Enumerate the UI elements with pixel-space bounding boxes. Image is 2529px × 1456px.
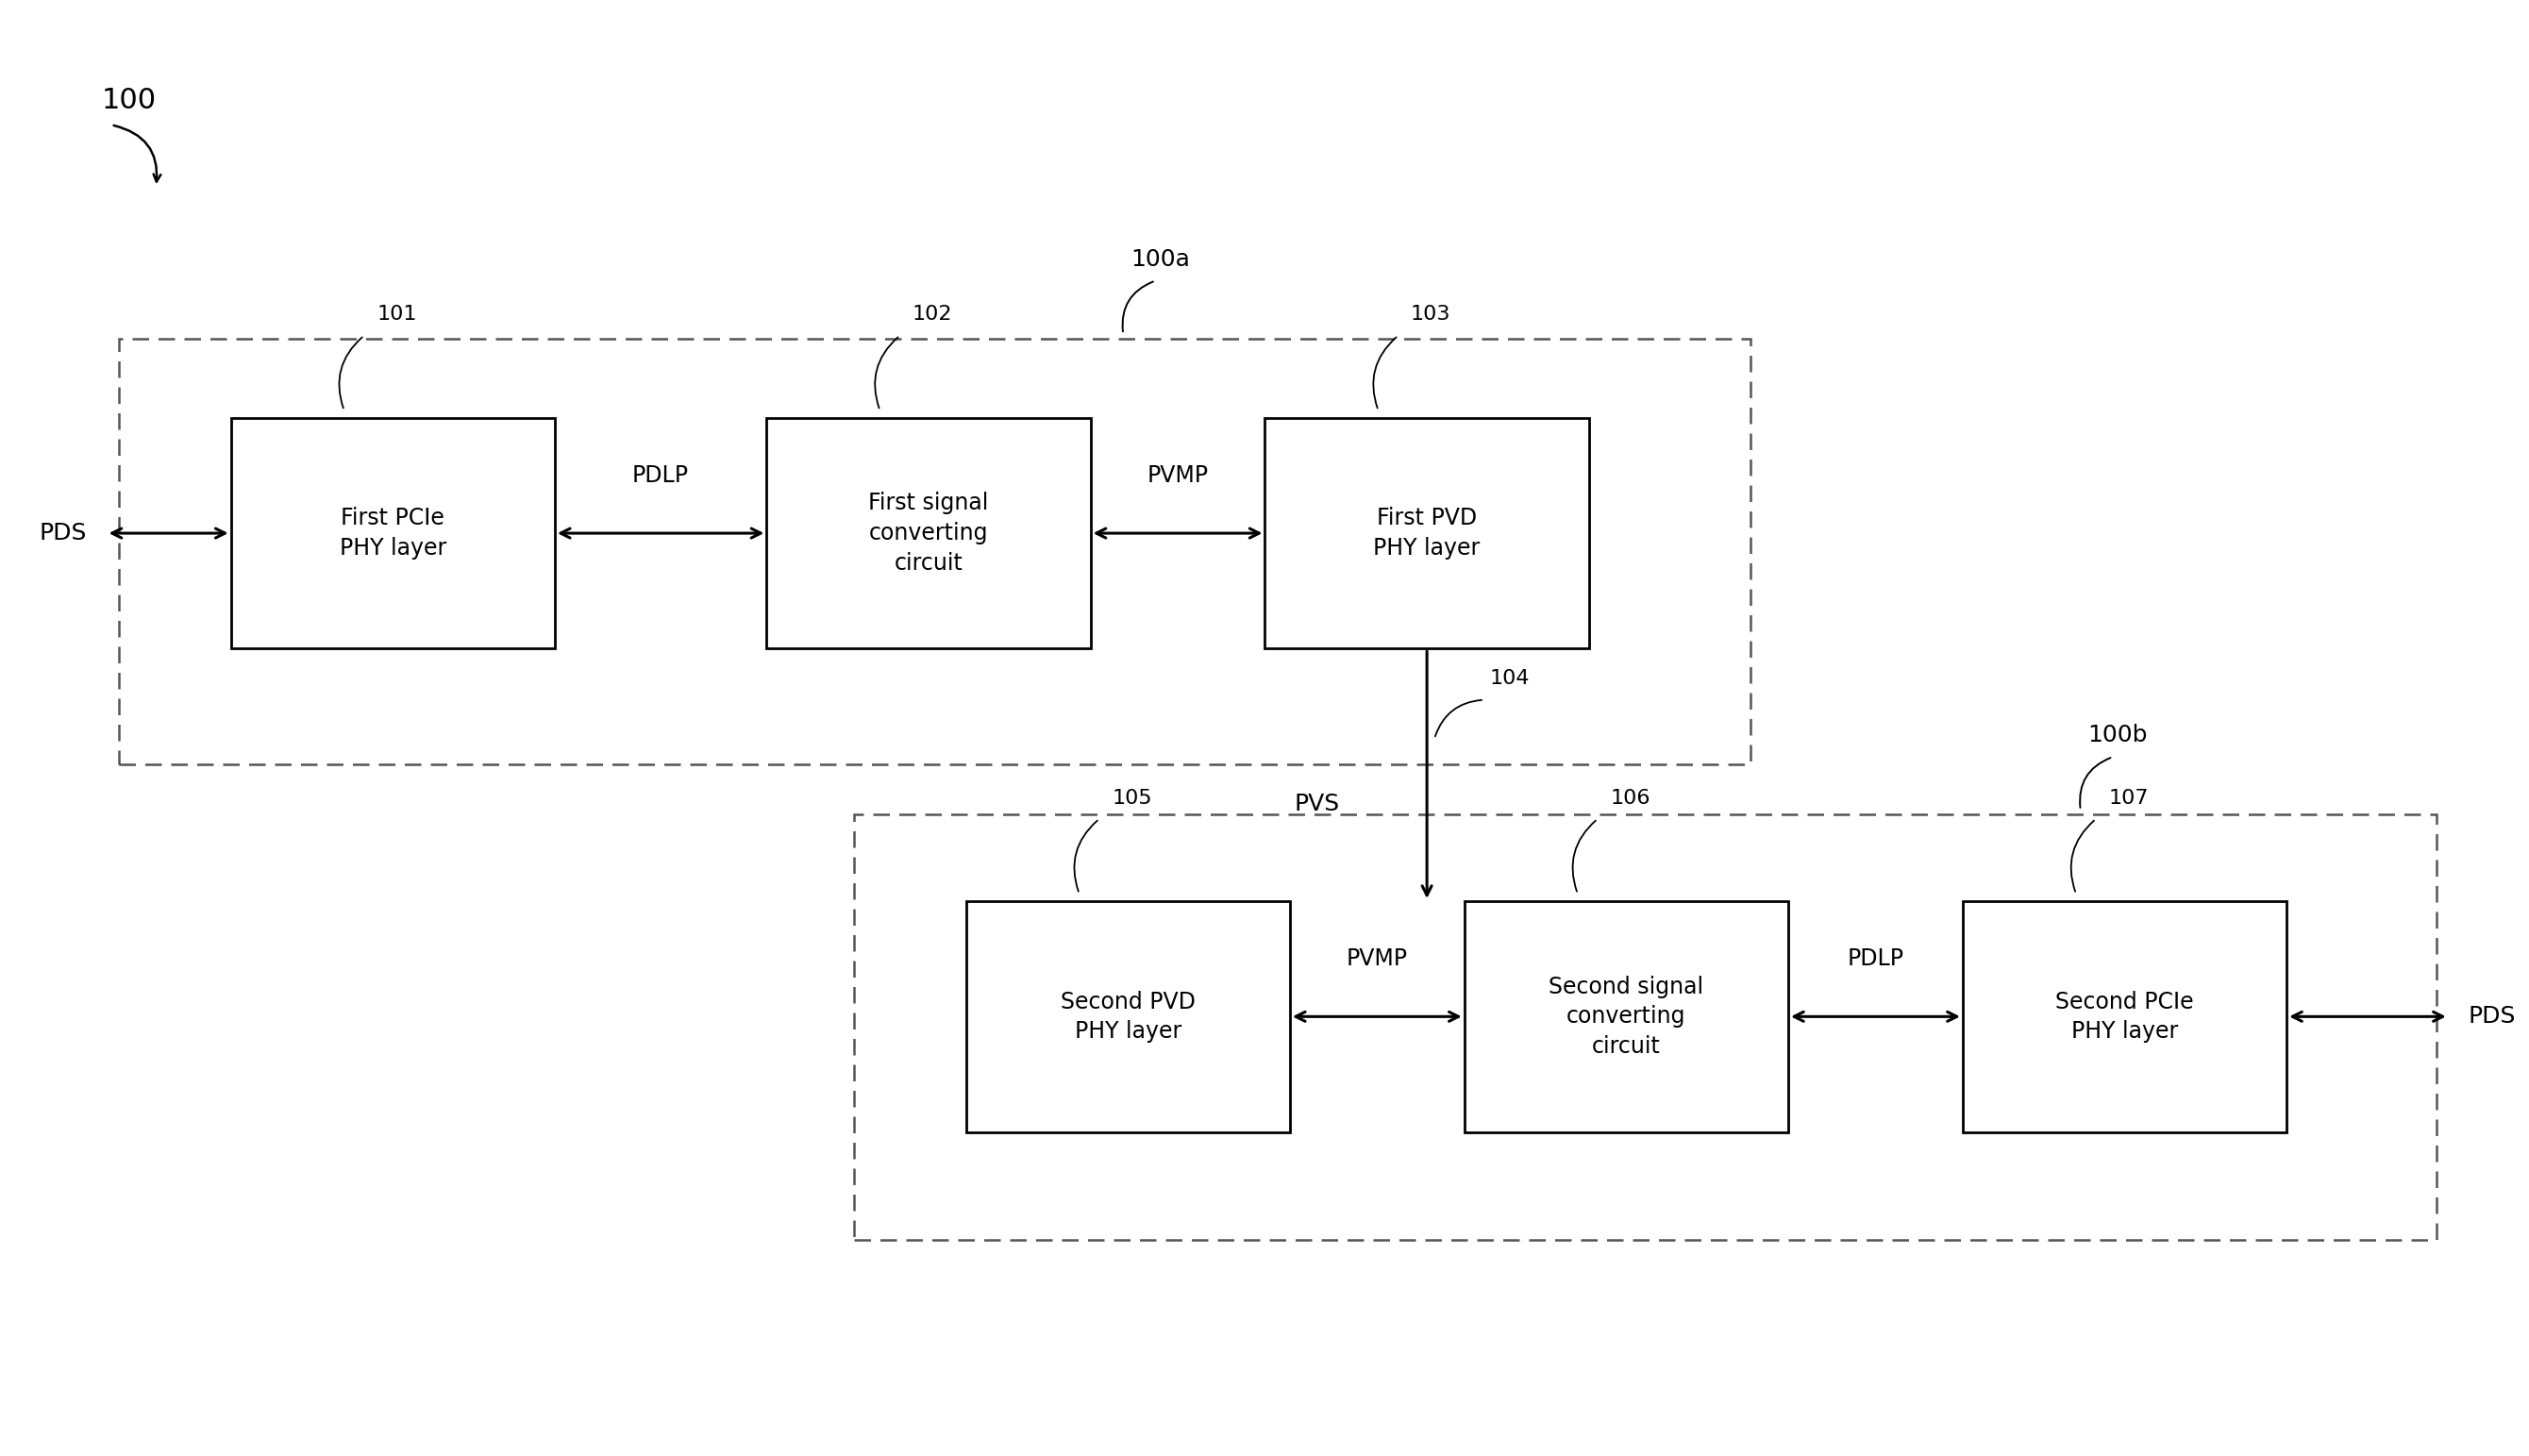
Text: 100a: 100a: [1130, 248, 1191, 271]
Bar: [966, 901, 1290, 1131]
Text: 107: 107: [2109, 789, 2150, 808]
Bar: [855, 814, 2435, 1241]
Text: 100: 100: [101, 87, 157, 114]
Text: Second signal
converting
circuit: Second signal converting circuit: [1548, 976, 1705, 1057]
Text: Second PCIe
PHY layer: Second PCIe PHY layer: [2056, 990, 2193, 1042]
Text: 101: 101: [377, 306, 417, 325]
Text: 100b: 100b: [2089, 724, 2147, 747]
Text: First PVD
PHY layer: First PVD PHY layer: [1373, 507, 1479, 559]
Text: 106: 106: [1611, 789, 1651, 808]
Text: First PCIe
PHY layer: First PCIe PHY layer: [339, 507, 445, 559]
Bar: [766, 418, 1090, 648]
Text: PDS: PDS: [38, 521, 86, 545]
Bar: [1963, 901, 2286, 1131]
Text: PVS: PVS: [1295, 792, 1340, 815]
Text: Second PVD
PHY layer: Second PVD PHY layer: [1060, 990, 1196, 1042]
Text: 105: 105: [1113, 789, 1151, 808]
Bar: [230, 418, 554, 648]
Text: PVMP: PVMP: [1148, 464, 1209, 486]
Text: PDLP: PDLP: [1846, 948, 1904, 970]
Text: PVMP: PVMP: [1345, 948, 1409, 970]
Text: PDS: PDS: [2468, 1005, 2516, 1028]
Bar: [1264, 418, 1588, 648]
Text: PDLP: PDLP: [632, 464, 688, 486]
Bar: [1464, 901, 1788, 1131]
Text: 102: 102: [913, 306, 953, 325]
Bar: [119, 338, 1750, 764]
Text: 103: 103: [1411, 306, 1452, 325]
Text: First signal
converting
circuit: First signal converting circuit: [867, 492, 989, 574]
Text: 104: 104: [1490, 670, 1530, 689]
